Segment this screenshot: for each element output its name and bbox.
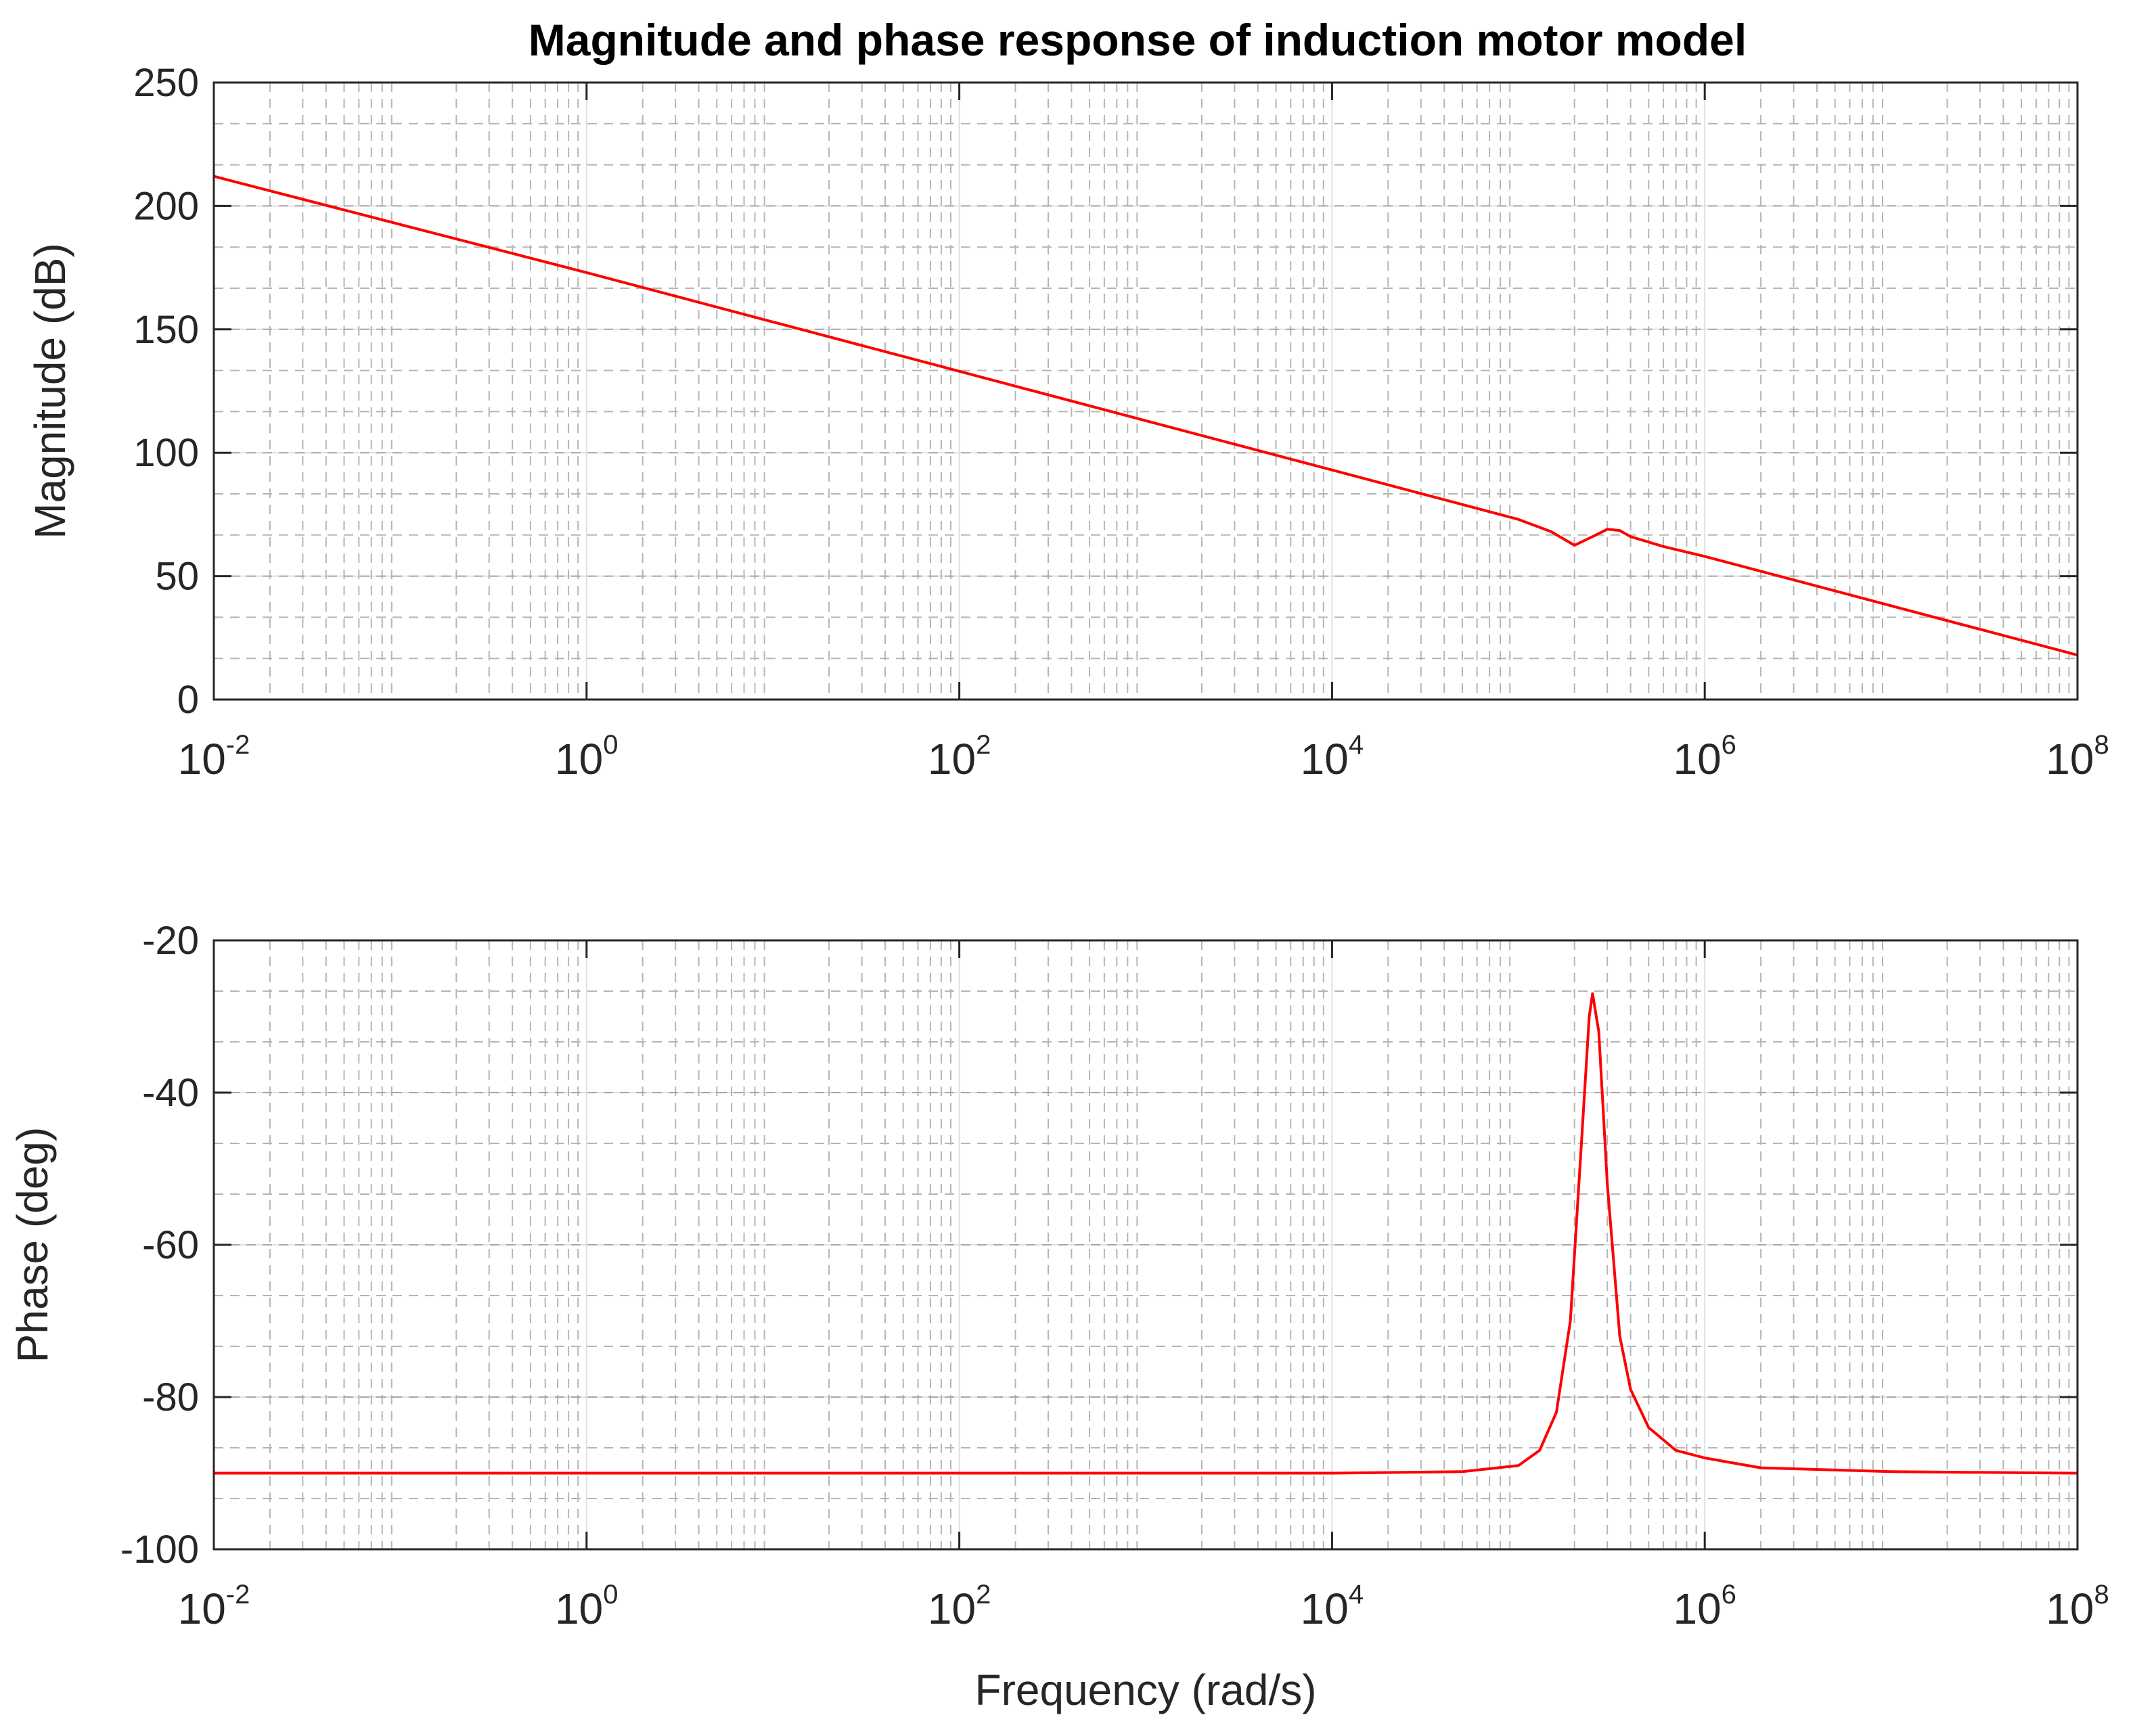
x-tick-label: 106 (1673, 730, 1736, 783)
y-tick-label: 250 (133, 61, 199, 105)
y-tick-label: 0 (177, 678, 199, 722)
magnitude-series-line (213, 175, 2078, 657)
x-axis-label: Frequency (rad/s) (974, 1666, 1316, 1714)
minor-grid (214, 940, 2077, 1549)
x-tick-label: 100 (555, 1580, 618, 1633)
y-tick-label: 150 (133, 308, 199, 352)
x-tick-label: 106 (1673, 1580, 1736, 1633)
y-tick-label: -100 (120, 1528, 199, 1572)
chart-title: Magnitude and phase response of inductio… (529, 15, 1747, 65)
x-tick-label: 104 (1301, 1580, 1364, 1633)
y-axis-label: Phase (deg) (8, 1127, 57, 1363)
y-tick-label: -60 (142, 1223, 199, 1267)
magnitude-axes: 0 50 100 150 200 250 10-2 100 102 104 106 108 Magnit… (26, 61, 2109, 783)
plot-area (214, 83, 2077, 700)
x-tick-label: 104 (1301, 730, 1364, 783)
x-tick-label: 10-2 (178, 730, 250, 783)
y-tick-label: -40 (142, 1071, 199, 1115)
phase-series-line (214, 992, 2078, 1475)
phase-axes: -100 -80 -60 -40 -20 10-2 100 102 104 106 108 Phase… (8, 919, 2109, 1714)
tick-marks (212, 81, 2079, 701)
y-tick-label: -80 (142, 1375, 199, 1419)
x-tick-label: 102 (928, 730, 991, 783)
x-tick-label: 102 (928, 1580, 991, 1633)
tick-marks (212, 939, 2079, 1551)
x-tick-label: 108 (2046, 730, 2109, 783)
x-tick-label: 100 (555, 730, 618, 783)
y-tick-label: 100 (133, 431, 199, 475)
y-tick-label: -20 (142, 919, 199, 963)
x-tick-label: 108 (2046, 1580, 2109, 1633)
y-tick-label: 50 (155, 555, 199, 599)
x-tick-label: 10-2 (178, 1580, 250, 1633)
y-axis-label: Magnitude (dB) (26, 243, 74, 539)
axes-box (212, 81, 2079, 701)
minor-grid (214, 83, 2077, 700)
y-tick-label: 200 (133, 184, 199, 228)
